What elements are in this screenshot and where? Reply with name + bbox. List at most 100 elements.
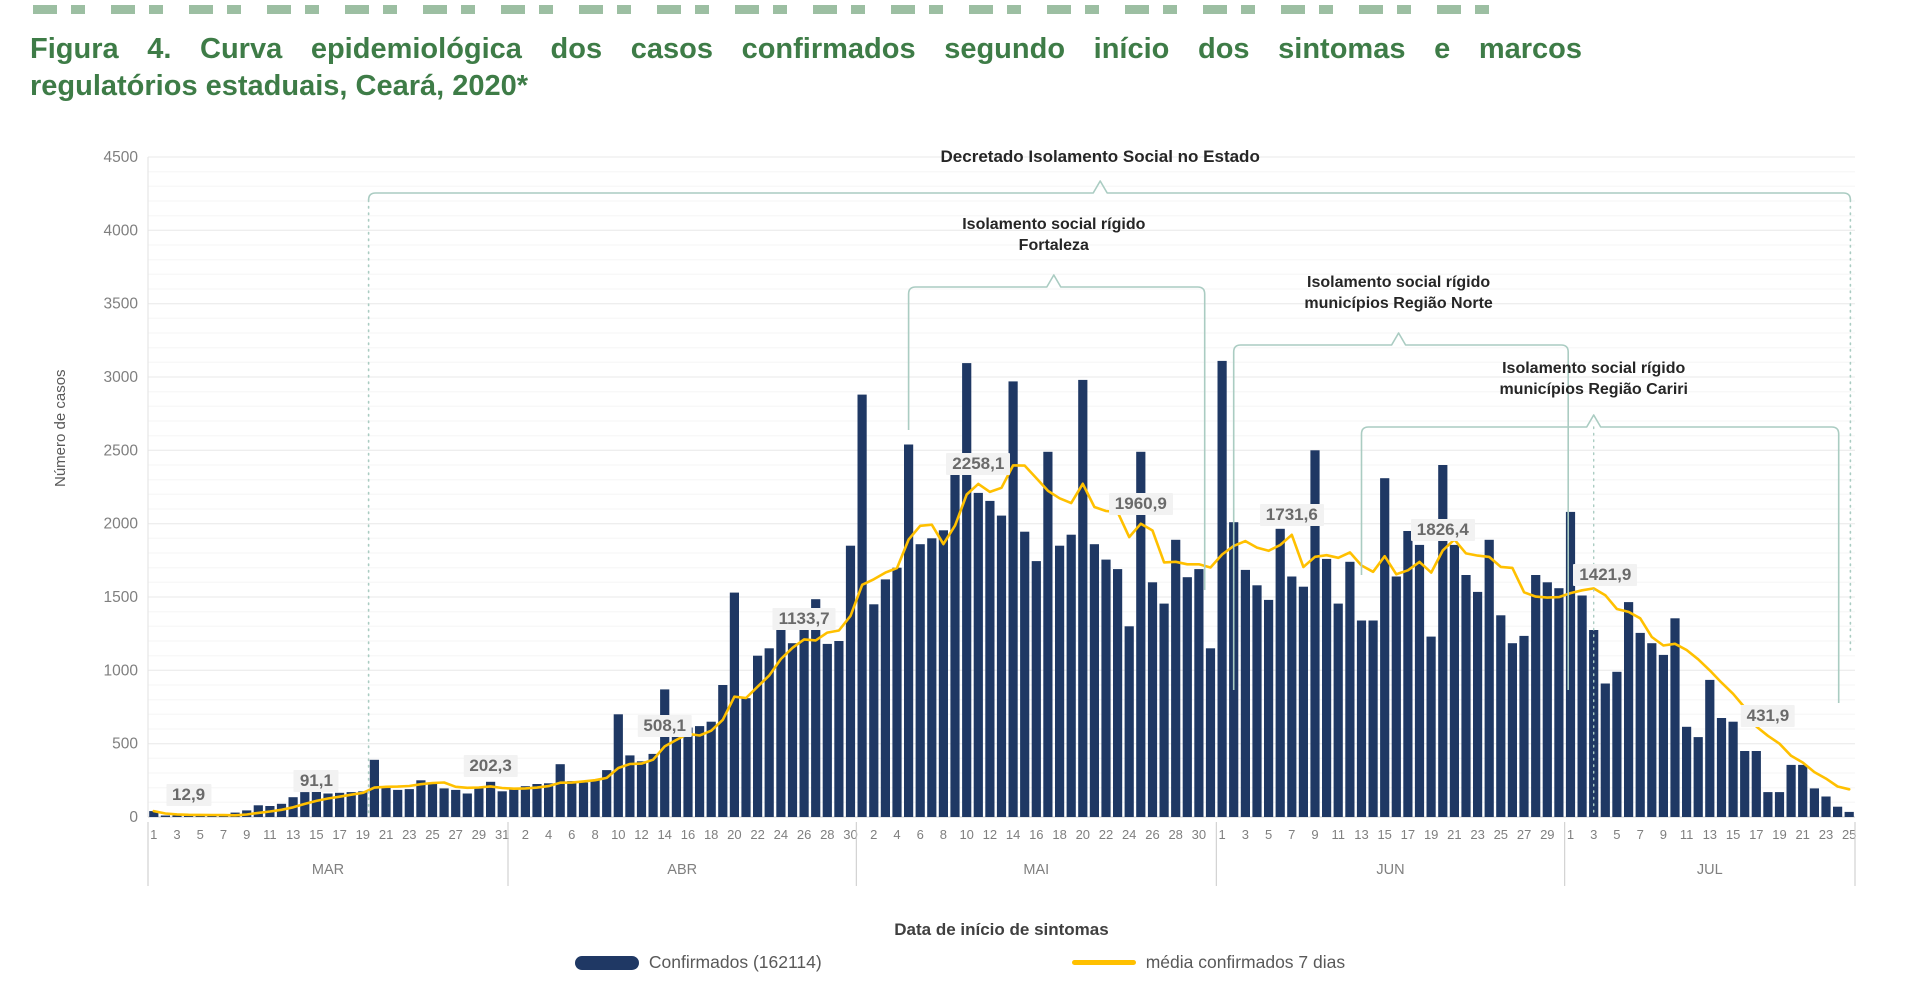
svg-text:2: 2 bbox=[522, 827, 529, 842]
svg-text:25: 25 bbox=[1842, 827, 1856, 842]
svg-text:8: 8 bbox=[591, 827, 598, 842]
point-label: 2258,1 bbox=[946, 452, 1011, 475]
svg-text:1: 1 bbox=[1567, 827, 1574, 842]
clipped-text-fragment bbox=[33, 5, 1503, 14]
legend-label-media: média confirmados 7 dias bbox=[1145, 952, 1346, 972]
annotation-isolamento-regiao-cariri: Isolamento social rígido municípios Regi… bbox=[1499, 360, 1688, 398]
svg-text:24: 24 bbox=[1122, 827, 1136, 842]
point-label: 1421,9 bbox=[1573, 564, 1638, 587]
svg-text:5: 5 bbox=[197, 827, 204, 842]
svg-text:24: 24 bbox=[774, 827, 788, 842]
svg-text:11: 11 bbox=[263, 827, 277, 842]
svg-text:2500: 2500 bbox=[104, 442, 139, 459]
point-label: 12,9 bbox=[166, 783, 212, 806]
svg-text:13: 13 bbox=[1703, 827, 1717, 842]
point-label: 202,3 bbox=[463, 755, 518, 778]
svg-text:1000: 1000 bbox=[104, 662, 139, 679]
svg-text:25: 25 bbox=[1494, 827, 1508, 842]
svg-text:11: 11 bbox=[1332, 827, 1346, 842]
svg-text:0: 0 bbox=[129, 809, 138, 826]
svg-text:15: 15 bbox=[1377, 827, 1391, 842]
legend-item-media-7-dias: média confirmados 7 dias bbox=[1071, 952, 1346, 973]
svg-text:26: 26 bbox=[1145, 827, 1159, 842]
svg-text:MAR: MAR bbox=[312, 862, 344, 878]
annotation-isolamento-fortaleza: Isolamento social rígido Fortaleza bbox=[962, 216, 1146, 254]
svg-text:10: 10 bbox=[611, 827, 625, 842]
svg-text:29: 29 bbox=[472, 827, 486, 842]
svg-text:22: 22 bbox=[750, 827, 764, 842]
svg-text:11: 11 bbox=[1680, 827, 1694, 842]
svg-text:2000: 2000 bbox=[104, 516, 139, 533]
svg-text:6: 6 bbox=[568, 827, 575, 842]
svg-text:30: 30 bbox=[843, 827, 857, 842]
point-label: 508,1 bbox=[637, 715, 692, 738]
svg-text:15: 15 bbox=[309, 827, 323, 842]
svg-text:3: 3 bbox=[173, 827, 180, 842]
svg-text:4000: 4000 bbox=[104, 222, 139, 239]
svg-text:1500: 1500 bbox=[104, 589, 139, 606]
svg-text:18: 18 bbox=[704, 827, 718, 842]
svg-text:21: 21 bbox=[1795, 827, 1809, 842]
line-swatch-icon bbox=[1071, 960, 1136, 965]
point-label: 1826,4 bbox=[1410, 519, 1475, 542]
svg-text:14: 14 bbox=[657, 827, 671, 842]
annotation-isolamento-estado: Decretado Isolamento Social no Estado bbox=[940, 147, 1260, 166]
svg-text:28: 28 bbox=[1168, 827, 1182, 842]
svg-text:23: 23 bbox=[1470, 827, 1484, 842]
svg-text:25: 25 bbox=[425, 827, 439, 842]
svg-text:3000: 3000 bbox=[104, 369, 139, 386]
svg-text:3: 3 bbox=[1242, 827, 1249, 842]
chart-legend: Confirmados (162114) média confirmados 7… bbox=[0, 952, 1920, 973]
svg-text:23: 23 bbox=[1819, 827, 1833, 842]
svg-text:4: 4 bbox=[545, 827, 552, 842]
point-label: 431,9 bbox=[1740, 704, 1796, 727]
svg-text:12: 12 bbox=[983, 827, 997, 842]
svg-text:16: 16 bbox=[1029, 827, 1043, 842]
svg-text:13: 13 bbox=[1354, 827, 1368, 842]
svg-text:31: 31 bbox=[495, 827, 509, 842]
svg-text:16: 16 bbox=[681, 827, 695, 842]
annotation-isolamento-regiao-norte: Isolamento social rígido municípios Regi… bbox=[1304, 274, 1493, 312]
svg-text:20: 20 bbox=[727, 827, 741, 842]
svg-text:5: 5 bbox=[1613, 827, 1620, 842]
svg-text:30: 30 bbox=[1192, 827, 1206, 842]
svg-text:JUN: JUN bbox=[1376, 862, 1404, 878]
svg-text:29: 29 bbox=[1540, 827, 1554, 842]
svg-text:ABR: ABR bbox=[667, 862, 697, 878]
svg-text:13: 13 bbox=[286, 827, 300, 842]
legend-label-confirmados: Confirmados (162114) bbox=[648, 952, 822, 972]
svg-text:19: 19 bbox=[1772, 827, 1786, 842]
svg-text:5: 5 bbox=[1265, 827, 1272, 842]
svg-text:18: 18 bbox=[1052, 827, 1066, 842]
svg-text:21: 21 bbox=[379, 827, 393, 842]
svg-text:3: 3 bbox=[1590, 827, 1597, 842]
svg-text:27: 27 bbox=[1517, 827, 1531, 842]
bar-swatch-icon bbox=[574, 955, 639, 970]
svg-text:9: 9 bbox=[243, 827, 250, 842]
svg-text:21: 21 bbox=[1447, 827, 1461, 842]
svg-text:14: 14 bbox=[1006, 827, 1020, 842]
svg-text:500: 500 bbox=[112, 736, 138, 753]
svg-text:4500: 4500 bbox=[104, 149, 139, 166]
svg-text:26: 26 bbox=[797, 827, 811, 842]
svg-text:7: 7 bbox=[1288, 827, 1295, 842]
svg-text:20: 20 bbox=[1076, 827, 1090, 842]
svg-text:22: 22 bbox=[1099, 827, 1113, 842]
svg-text:17: 17 bbox=[332, 827, 346, 842]
svg-text:17: 17 bbox=[1749, 827, 1763, 842]
point-label: 1731,6 bbox=[1259, 503, 1324, 526]
svg-text:15: 15 bbox=[1726, 827, 1740, 842]
svg-text:9: 9 bbox=[1311, 827, 1318, 842]
x-axis-title: Data de início de sintomas bbox=[894, 920, 1109, 939]
svg-text:23: 23 bbox=[402, 827, 416, 842]
svg-text:28: 28 bbox=[820, 827, 834, 842]
svg-text:19: 19 bbox=[1424, 827, 1438, 842]
svg-text:4: 4 bbox=[893, 827, 900, 842]
figure-title-line1: Figura 4. Curva epidemiológica dos casos… bbox=[30, 33, 1582, 65]
svg-text:JUL: JUL bbox=[1697, 862, 1723, 878]
figure-title-line2: regulatórios estaduais, Ceará, 2020* bbox=[30, 70, 529, 102]
point-label: 1960,9 bbox=[1108, 492, 1173, 515]
svg-text:3500: 3500 bbox=[104, 296, 139, 313]
svg-text:9: 9 bbox=[1660, 827, 1667, 842]
